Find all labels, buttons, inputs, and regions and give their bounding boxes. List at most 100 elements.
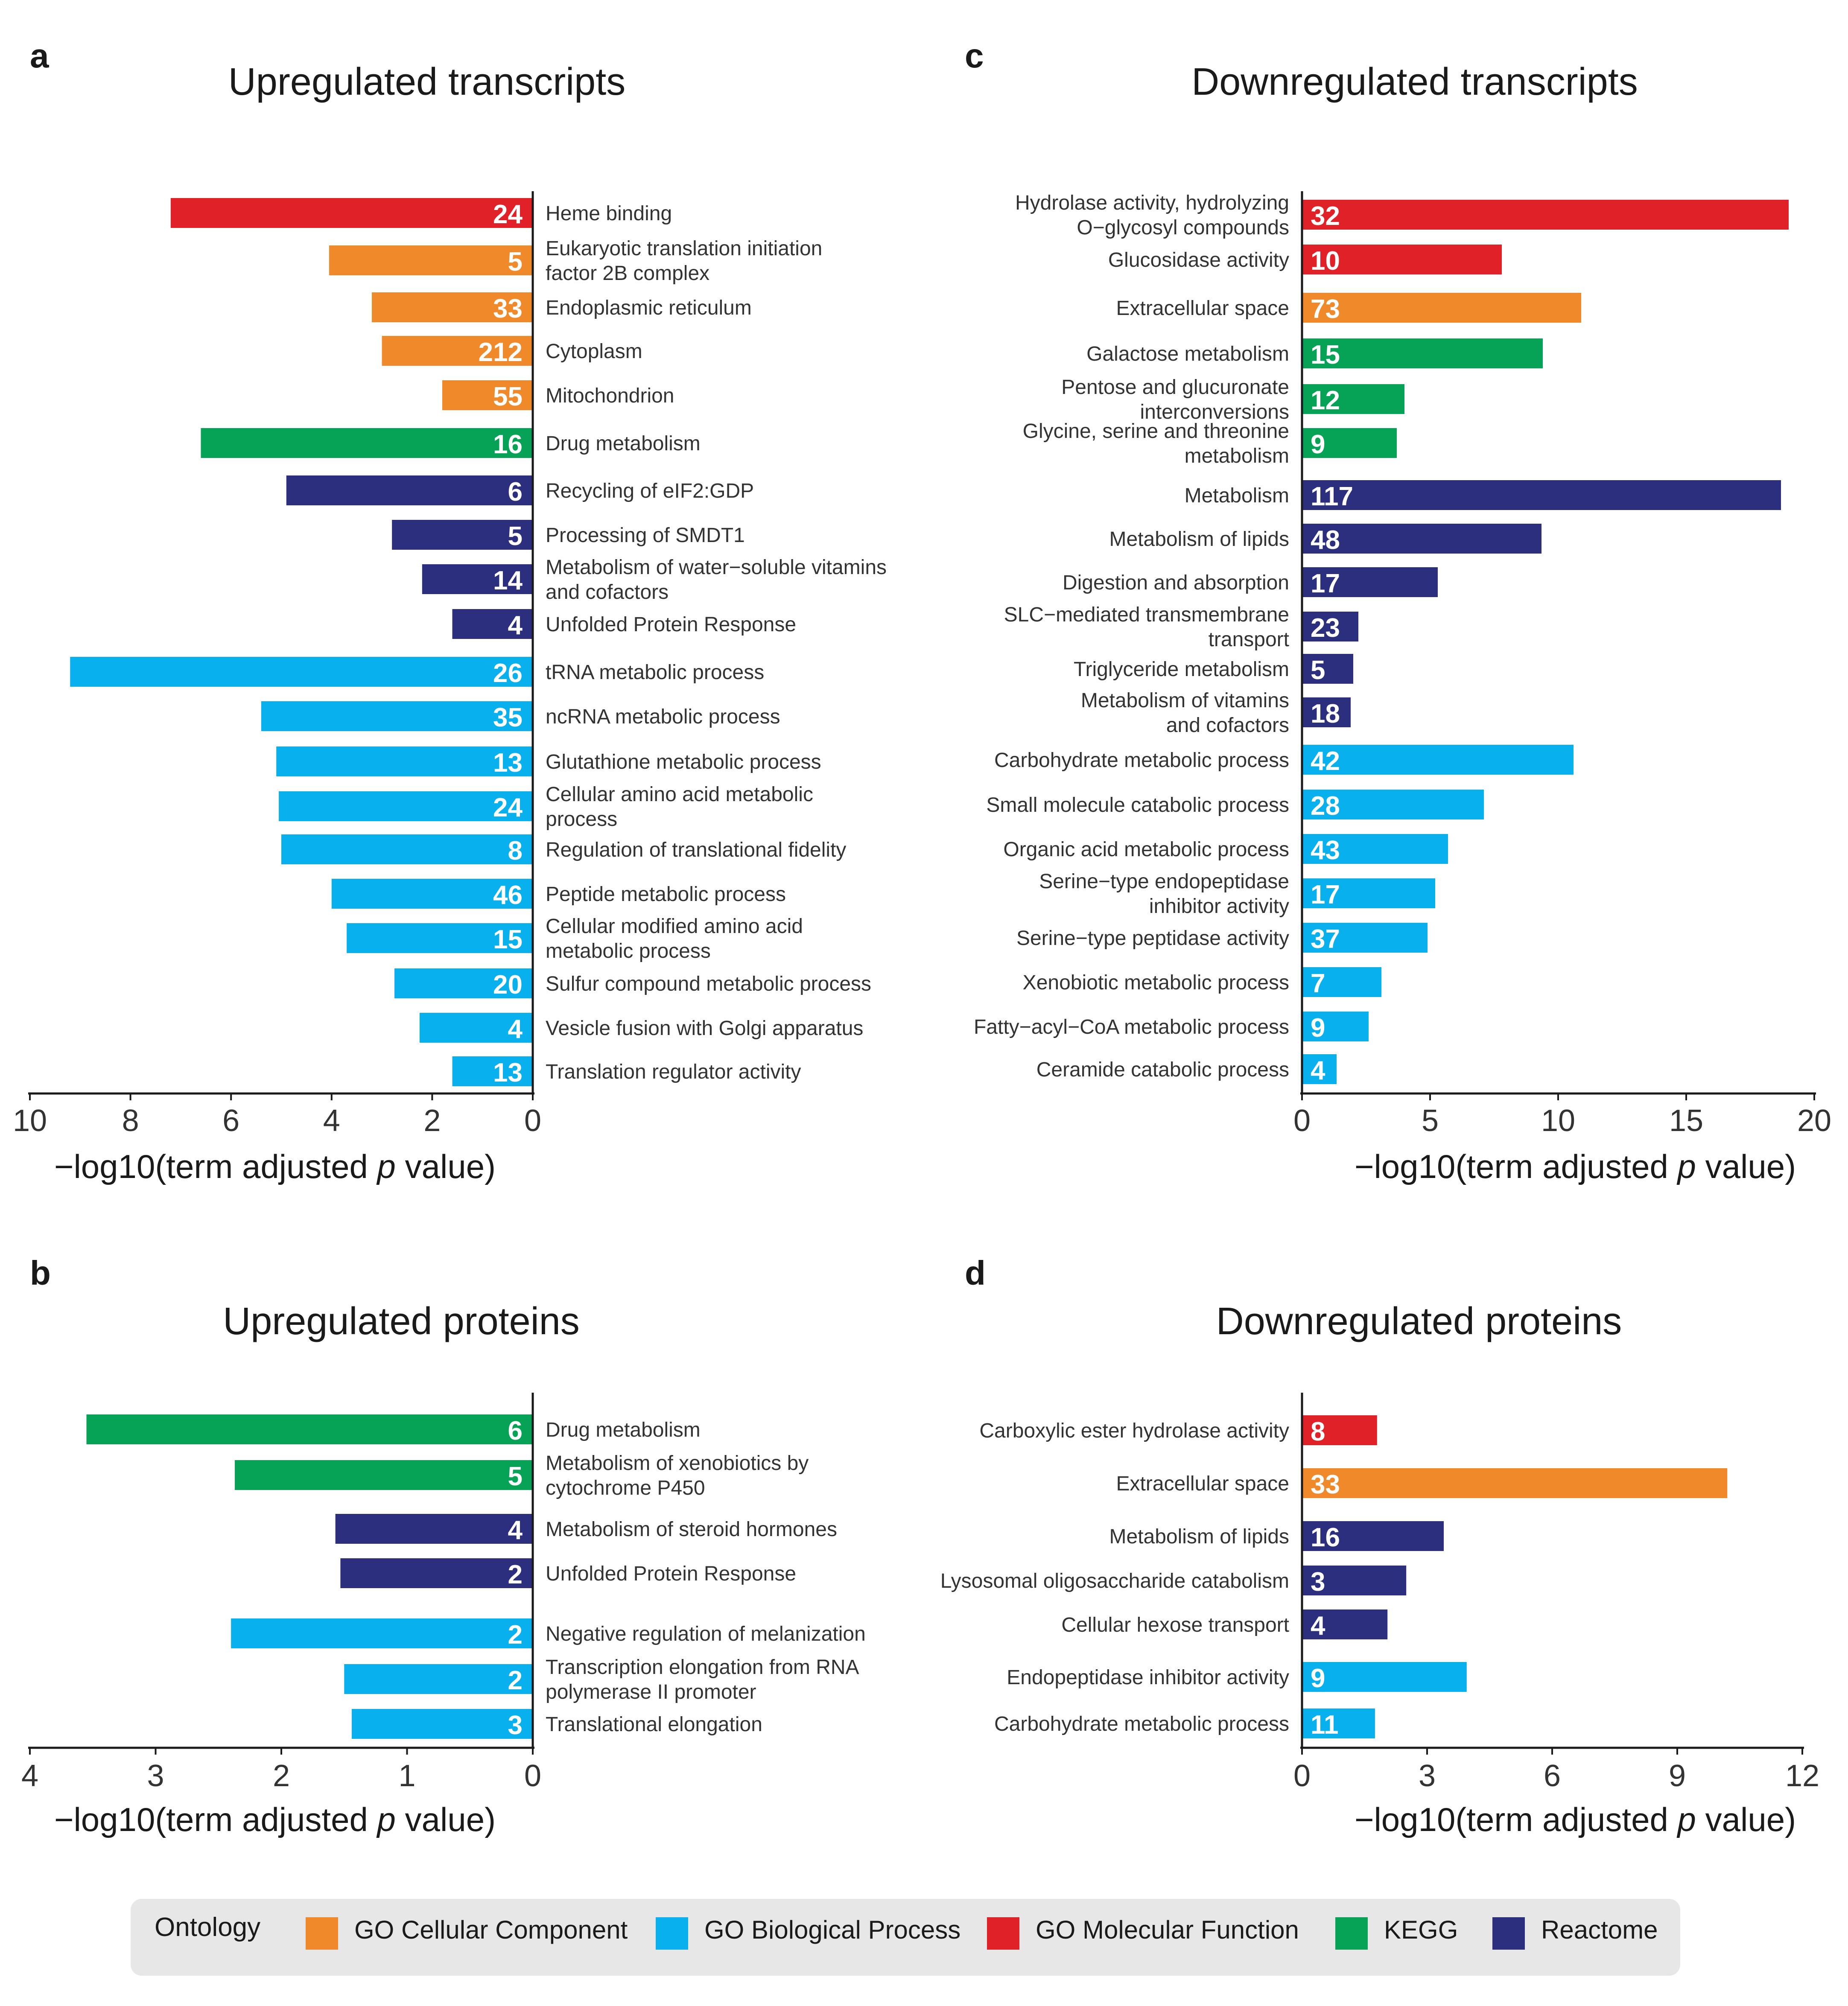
- category-label: Endopeptidase inhibitor activity: [1007, 1666, 1289, 1689]
- bar-count-label: 3: [508, 1711, 523, 1740]
- bar: [235, 1460, 533, 1490]
- bar: [1302, 967, 1381, 997]
- category-label: Cellular hexose transport: [1061, 1614, 1289, 1636]
- bar: [1302, 1054, 1337, 1084]
- category-label: Vesicle fusion with Golgi apparatus: [546, 1017, 863, 1040]
- x-tick-label: 0: [524, 1104, 541, 1138]
- bar-count-label: 117: [1311, 482, 1353, 511]
- legend-label: KEGG: [1384, 1916, 1458, 1944]
- bar: [1302, 1566, 1407, 1595]
- x-tick-label: 20: [1797, 1104, 1831, 1138]
- category-label: SLC−mediated transmembrane: [1004, 604, 1289, 626]
- bar: [1302, 428, 1397, 458]
- x-axis-label: −log10(term adjusted p value): [54, 1148, 496, 1185]
- chart-title: Upregulated proteins: [223, 1300, 580, 1343]
- x-axis-label-italic: p: [377, 1801, 396, 1838]
- bar: [1302, 878, 1435, 908]
- x-tick-label: 0: [1293, 1104, 1311, 1138]
- legend-swatch: [1492, 1917, 1525, 1950]
- category-label: inhibitor activity: [1149, 895, 1289, 918]
- bar: [170, 198, 533, 228]
- legend-title: Ontology: [155, 1913, 260, 1942]
- category-label: metabolic process: [546, 940, 711, 962]
- category-label: Peptide metabolic process: [546, 883, 786, 906]
- bar: [1302, 293, 1581, 323]
- x-axis-label-prefix: −log10(term adjusted: [1355, 1801, 1678, 1838]
- bar-count-label: 12: [1311, 386, 1340, 415]
- bar-count-label: 43: [1311, 836, 1340, 865]
- category-label: Fatty−acyl−CoA metabolic process: [974, 1016, 1289, 1038]
- bar: [1302, 524, 1541, 554]
- bar: [276, 746, 533, 776]
- bar: [372, 292, 533, 322]
- bar: [279, 791, 533, 821]
- bar: [1302, 612, 1358, 641]
- category-label: Eukaryotic translation initiation: [546, 237, 822, 260]
- bar: [1302, 697, 1351, 727]
- category-label: polymerase II promoter: [546, 1681, 756, 1703]
- x-tick-label: 6: [1544, 1759, 1561, 1793]
- category-label: process: [546, 808, 617, 831]
- bar-count-label: 7: [1311, 969, 1325, 998]
- bar-count-label: 26: [493, 659, 523, 688]
- category-label: Endoplasmic reticulum: [546, 297, 752, 319]
- bar: [261, 701, 533, 731]
- category-label: Metabolism of water−soluble vitamins: [546, 556, 887, 579]
- bar-count-label: 8: [508, 836, 523, 866]
- category-label: Small molecule catabolic process: [986, 794, 1289, 816]
- x-tick-label: 2: [273, 1759, 290, 1793]
- x-tick-label: 1: [398, 1759, 415, 1793]
- category-label: Heme binding: [546, 202, 672, 225]
- bar-count-label: 2: [508, 1620, 523, 1650]
- bar-count-label: 48: [1311, 525, 1340, 555]
- bar: [70, 657, 533, 687]
- category-label: Digestion and absorption: [1063, 571, 1289, 594]
- category-label: Triglyceride metabolism: [1074, 658, 1289, 681]
- bar: [394, 968, 533, 998]
- category-label: Metabolism of lipids: [1109, 1525, 1290, 1548]
- bar: [351, 1709, 533, 1739]
- bar: [329, 245, 533, 275]
- chart-title: Upregulated transcripts: [228, 61, 625, 103]
- bar-count-label: 55: [493, 382, 523, 411]
- category-label: Glucosidase activity: [1108, 249, 1289, 271]
- legend-label: GO Cellular Component: [354, 1916, 628, 1944]
- bar-count-label: 15: [1311, 340, 1340, 370]
- legend-swatch: [1335, 1917, 1368, 1950]
- category-label: Ceramide catabolic process: [1036, 1058, 1289, 1081]
- legend-label: Reactome: [1541, 1916, 1658, 1944]
- bar: [1302, 338, 1543, 368]
- bar-count-label: 13: [493, 1058, 523, 1088]
- bar-count-label: 24: [493, 200, 523, 229]
- bar-count-label: 5: [508, 522, 523, 551]
- bar-count-label: 5: [1311, 656, 1325, 685]
- bar-count-label: 35: [493, 703, 523, 732]
- bar-count-label: 3: [1311, 1567, 1325, 1597]
- bar: [1302, 1521, 1444, 1551]
- category-label: factor 2B complex: [546, 262, 709, 285]
- category-label: Organic acid metabolic process: [1003, 838, 1289, 861]
- x-axis-label-suffix: value): [396, 1801, 496, 1838]
- x-axis-label: −log10(term adjusted p value): [1355, 1801, 1796, 1838]
- category-label: and cofactors: [546, 581, 669, 604]
- bar-count-label: 17: [1311, 880, 1340, 910]
- legend-swatch: [987, 1917, 1019, 1950]
- bar-count-label: 18: [1311, 699, 1340, 729]
- bar: [1302, 834, 1448, 864]
- bar-count-label: 20: [493, 970, 523, 1000]
- category-label: Metabolism of lipids: [1109, 528, 1290, 551]
- category-label: Unfolded Protein Response: [546, 613, 796, 636]
- panel-letter: b: [30, 1254, 51, 1292]
- bar-count-label: 16: [1311, 1523, 1340, 1552]
- x-axis-label-suffix: value): [1696, 1148, 1796, 1185]
- bar-count-label: 11: [1311, 1710, 1339, 1740]
- category-label: Galactose metabolism: [1086, 343, 1289, 365]
- bar-count-label: 33: [493, 294, 523, 324]
- x-tick-label: 5: [1422, 1104, 1439, 1138]
- bar-count-label: 23: [1311, 613, 1340, 643]
- category-label: Cytoplasm: [546, 340, 642, 363]
- bar-count-label: 17: [1311, 569, 1340, 598]
- bar: [1302, 1415, 1377, 1445]
- category-label: metabolism: [1185, 445, 1289, 467]
- panel-letter: d: [965, 1254, 986, 1292]
